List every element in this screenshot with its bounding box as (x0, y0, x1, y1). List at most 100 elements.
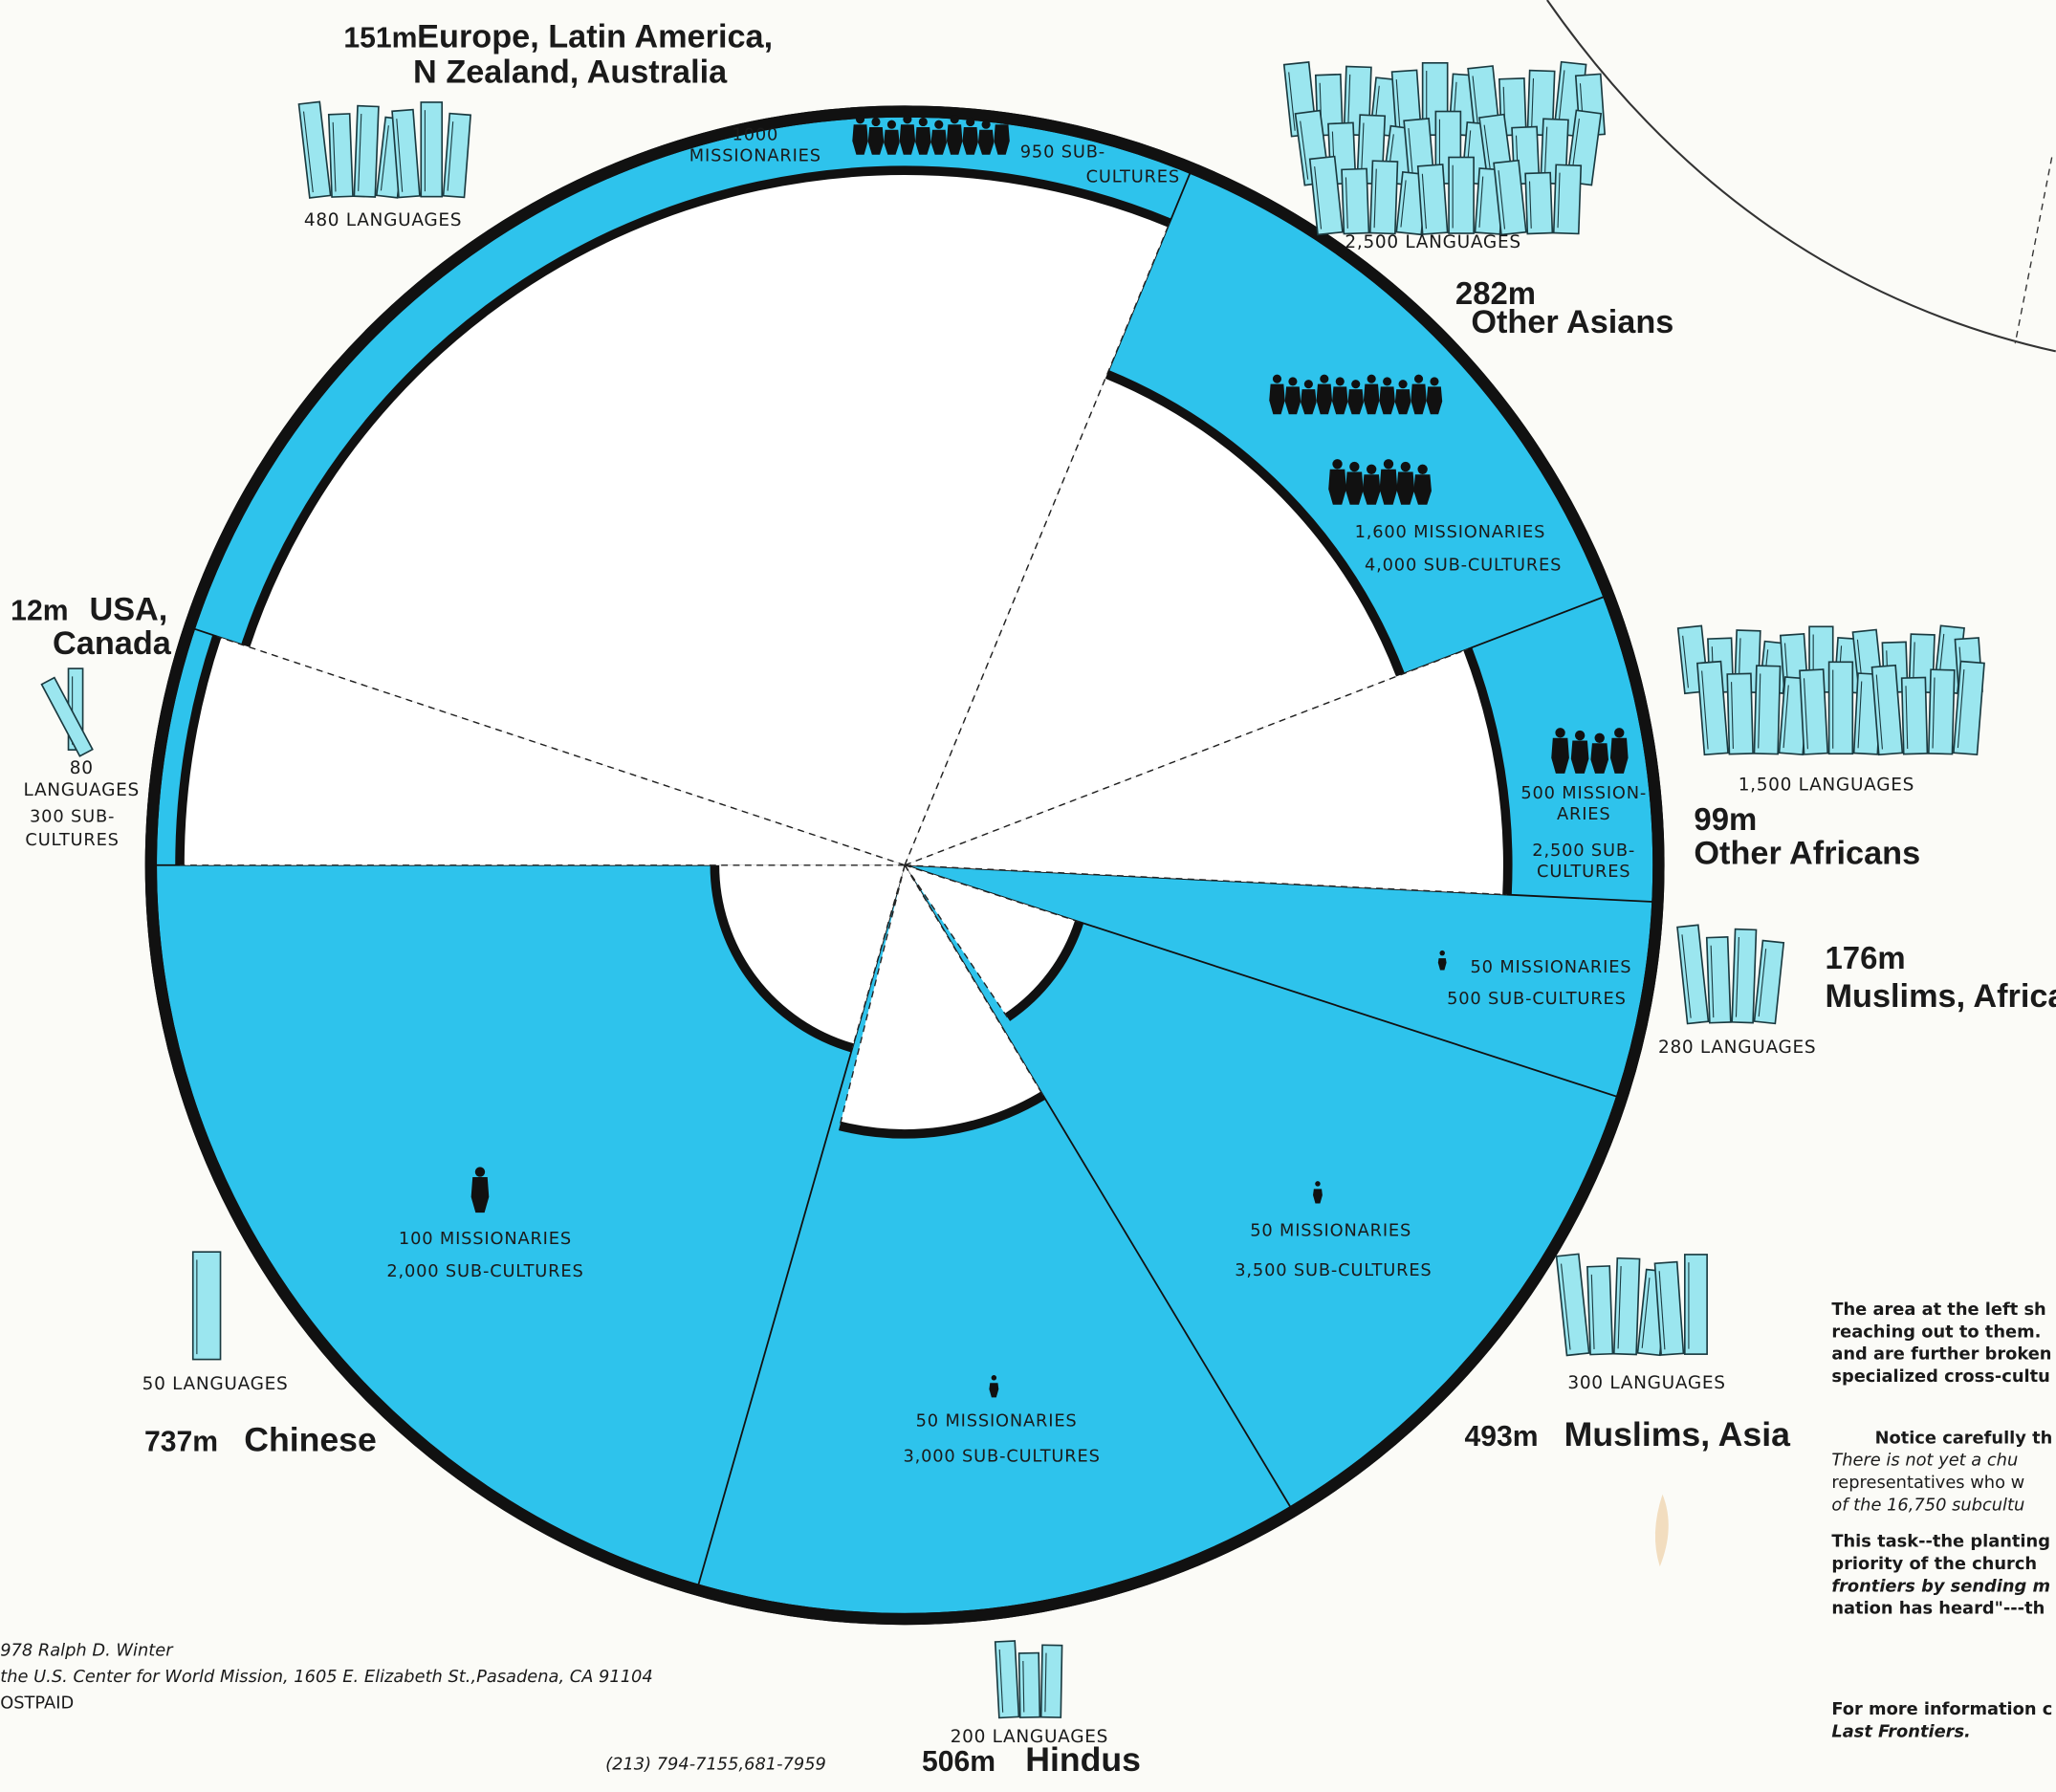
side-text-line: This task--the planting (1831, 1532, 2050, 1552)
region-population: 737m (144, 1427, 218, 1458)
region-languages: 480 LANGUAGES (304, 210, 462, 230)
book-icon (1732, 929, 1756, 1023)
side-text-line: frontiers by sending m (1831, 1576, 2050, 1596)
region-info: 2,500 SUB- (1532, 841, 1635, 861)
person-head (1367, 465, 1376, 474)
person-head (903, 115, 911, 123)
region-name: Muslims, Asia (1564, 1415, 1791, 1453)
book-icon (1019, 1653, 1040, 1718)
person-head (1332, 459, 1342, 469)
side-text-line: specialized cross-cultu (1831, 1366, 2049, 1387)
region-info: CULTURES (1086, 167, 1180, 187)
person-head (1430, 377, 1438, 385)
person-head (1399, 380, 1408, 388)
footer-address: the U.S. Center for World Mission, 1605 … (0, 1667, 653, 1687)
person-head (1414, 375, 1423, 383)
book-icon (354, 106, 379, 197)
side-text-line: Notice carefully th (1875, 1428, 2053, 1448)
person-head (992, 1375, 996, 1380)
person-head (1320, 375, 1328, 383)
person-head (951, 115, 959, 123)
region-name: Europe, Latin America, (417, 18, 773, 55)
person-head (1614, 728, 1624, 737)
region-population: 176m (1825, 940, 1905, 975)
region-languages: 300 LANGUAGES (1567, 1373, 1725, 1393)
person-head (966, 118, 974, 126)
region-languages: 50 LANGUAGES (142, 1374, 289, 1394)
side-text-line: The area at the left sh (1831, 1300, 2045, 1320)
poster: 151mEurope, Latin America,N Zealand, Aus… (0, 0, 2056, 1792)
region-info: 1,600 MISSIONARIES (1355, 522, 1546, 542)
region-info: 1000 (733, 125, 779, 145)
region-population: 12m (11, 595, 68, 626)
person-head (997, 115, 1006, 123)
side-text-line: and are further broken (1831, 1344, 2051, 1365)
side-text-line: For more information c (1831, 1699, 2052, 1719)
region-info: 100 MISSIONARIES (399, 1229, 572, 1249)
side-text-line: nation has heard"---th (1831, 1599, 2045, 1619)
region-population: 493m (1465, 1421, 1539, 1453)
region-name: Other Africans (1694, 835, 1920, 871)
book-icon (1041, 1645, 1062, 1717)
region-info: 50 MISSIONARIES (1250, 1221, 1411, 1241)
side-text-line: of the 16,750 subcultu (1831, 1495, 2024, 1515)
person-head (934, 120, 943, 129)
person-head (1304, 380, 1313, 388)
region-name: Other Asians (1471, 304, 1673, 340)
region-info: 50 MISSIONARIES (916, 1411, 1078, 1431)
region-languages: 2,500 LANGUAGES (1345, 232, 1520, 252)
person-head (1351, 380, 1360, 388)
region-name: Muslims, Africa (1825, 978, 2056, 1015)
region-info: CULTURES (1537, 862, 1630, 882)
region-info: 3,500 SUB-CULTURES (1235, 1260, 1432, 1280)
book-icon (421, 102, 442, 197)
region-languages: 280 LANGUAGES (1658, 1038, 1816, 1058)
region-info: 3,000 SUB-CULTURES (903, 1447, 1100, 1467)
person-head (919, 118, 928, 126)
region-info: ARIES (1557, 804, 1611, 824)
person-head (1595, 733, 1605, 743)
region-population: 151m (343, 22, 417, 54)
region-name: Canada (53, 625, 172, 662)
region-info: 950 SUB- (1020, 142, 1105, 163)
person-head (982, 120, 991, 129)
person-head (1439, 951, 1444, 955)
footer-phone: (213) 794-7155,681-7959 (605, 1755, 826, 1775)
region-info: 2,000 SUB-CULTURES (386, 1261, 583, 1281)
person-head (1273, 375, 1281, 383)
person-head (1575, 731, 1585, 740)
person-head (1336, 377, 1345, 385)
person-head (1417, 465, 1427, 474)
book-icon (1587, 1266, 1612, 1355)
side-text-line: reaching out to them. (1831, 1322, 2041, 1342)
side-text-line: Last Frontiers. (1831, 1721, 1970, 1741)
person-head (1349, 462, 1359, 471)
region-info: 4,000 SUB-CULTURES (1365, 555, 1562, 575)
region-info: 300 SUB- (30, 807, 115, 827)
person-head (1555, 728, 1564, 737)
side-text-line: priority of the church (1831, 1554, 2037, 1574)
region-info: 500 MISSION- (1520, 783, 1647, 803)
region-info: 500 SUB-CULTURES (1447, 989, 1627, 1009)
region-languages: LANGUAGES (24, 780, 140, 800)
person-head (1384, 459, 1393, 469)
book-icon (1685, 1255, 1707, 1354)
person-head (1383, 377, 1391, 385)
book-icon (1707, 937, 1731, 1023)
footer-copyright: 978 Ralph D. Winter (0, 1640, 174, 1660)
person-head (1315, 1181, 1320, 1186)
region-name: USA, (89, 591, 167, 627)
wheel (151, 112, 1659, 1620)
region-info: MISSIONARIES (689, 146, 821, 166)
person-head (856, 115, 864, 123)
region-languages: 80 (70, 758, 94, 778)
region-languages: 200 LANGUAGES (951, 1727, 1108, 1747)
person-head (1288, 377, 1297, 385)
person-head (1401, 462, 1411, 471)
person-head (1367, 375, 1376, 383)
region-info: 50 MISSIONARIES (1471, 957, 1632, 977)
region-languages: 1,500 LANGUAGES (1739, 776, 1914, 796)
region-name: Chinese (244, 1421, 377, 1459)
person-head (887, 120, 896, 129)
person-head (475, 1167, 485, 1176)
